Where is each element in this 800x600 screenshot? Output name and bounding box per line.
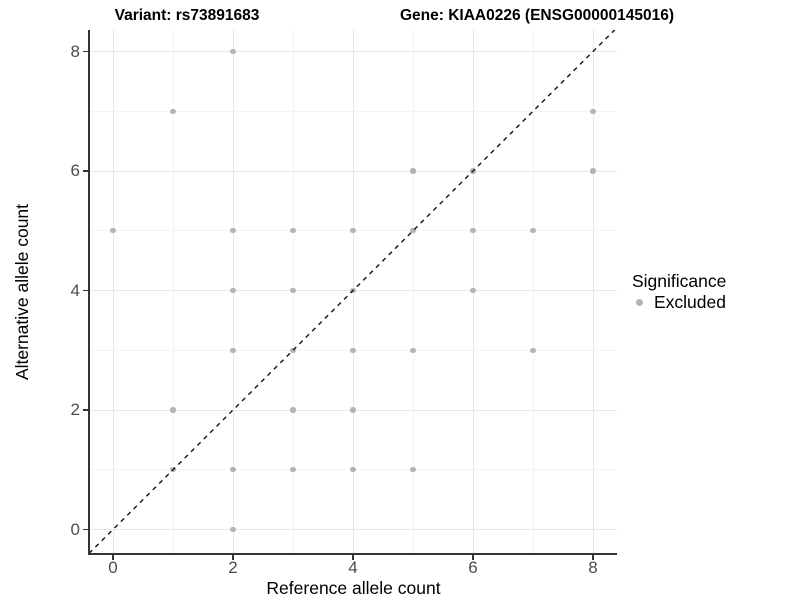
gridline-x-minor bbox=[172, 30, 174, 553]
y-tick-mark bbox=[83, 289, 88, 292]
y-tick-label: 4 bbox=[70, 280, 80, 300]
data-point bbox=[470, 287, 476, 294]
data-point bbox=[170, 407, 176, 413]
y-tick-mark bbox=[83, 528, 88, 531]
legend: Significance Excluded bbox=[628, 271, 726, 312]
y-tick-mark bbox=[83, 409, 88, 411]
data-point bbox=[170, 108, 176, 114]
data-point bbox=[350, 407, 356, 413]
x-tick-label: 6 bbox=[468, 558, 478, 577]
data-point bbox=[410, 168, 416, 174]
legend-key bbox=[628, 292, 654, 312]
gridline-x-minor bbox=[412, 30, 414, 553]
data-point bbox=[230, 467, 236, 473]
data-point bbox=[530, 228, 536, 234]
data-point bbox=[530, 347, 536, 353]
data-point bbox=[410, 467, 416, 473]
x-tick-label: 2 bbox=[228, 558, 238, 577]
gridline-x-major bbox=[112, 30, 114, 553]
gridline-y-minor bbox=[90, 110, 617, 112]
x-axis-line bbox=[88, 553, 617, 555]
gridline-y-major bbox=[90, 170, 617, 172]
x-tick-label: 8 bbox=[588, 558, 598, 577]
y-axis-line bbox=[88, 30, 90, 555]
data-point bbox=[230, 287, 236, 294]
y-tick-mark bbox=[83, 50, 88, 53]
data-point bbox=[290, 228, 296, 234]
legend-item-label: Excluded bbox=[654, 291, 726, 312]
data-point bbox=[350, 467, 356, 473]
gridline-y-major bbox=[90, 51, 617, 52]
data-point bbox=[290, 347, 296, 353]
x-axis-title: Reference allele count bbox=[266, 578, 441, 598]
data-point bbox=[410, 347, 416, 353]
data-point bbox=[230, 48, 236, 55]
data-point bbox=[290, 287, 296, 294]
y-tick-mark bbox=[83, 170, 88, 172]
y-axis-title: Alternative allele count bbox=[12, 203, 32, 381]
y-tick-label: 6 bbox=[70, 161, 80, 180]
data-point bbox=[590, 108, 596, 114]
data-point bbox=[590, 168, 596, 174]
identity-dashed-line bbox=[90, 30, 616, 553]
plot-panel bbox=[90, 30, 617, 553]
legend-title: Significance bbox=[632, 271, 727, 291]
x-tick-mark bbox=[352, 555, 354, 560]
x-tick-label: 4 bbox=[348, 558, 358, 577]
data-point bbox=[290, 407, 296, 413]
data-point bbox=[410, 228, 416, 234]
legend-key-dot-icon bbox=[636, 299, 643, 306]
y-tick-label: 2 bbox=[70, 400, 80, 419]
x-tick-mark bbox=[592, 555, 594, 560]
data-point bbox=[350, 347, 356, 353]
x-tick-mark bbox=[112, 555, 114, 560]
x-tick-mark bbox=[472, 555, 474, 560]
data-point bbox=[290, 467, 296, 473]
gridline-y-major bbox=[90, 529, 617, 530]
data-point bbox=[230, 526, 236, 533]
data-point bbox=[110, 228, 116, 234]
y-tick-label: 0 bbox=[70, 519, 80, 539]
gridline-x-minor bbox=[532, 30, 534, 553]
data-point bbox=[230, 347, 236, 353]
title-variant: Variant: rs73891683 bbox=[114, 7, 260, 24]
gridline-x-major bbox=[592, 30, 594, 553]
data-point bbox=[230, 228, 236, 234]
data-point bbox=[470, 228, 476, 234]
x-tick-mark bbox=[232, 555, 234, 560]
x-tick-label: 0 bbox=[108, 558, 118, 577]
data-point bbox=[350, 228, 356, 234]
legend-item-excluded: Excluded bbox=[628, 292, 726, 312]
y-tick-label: 8 bbox=[70, 41, 80, 61]
title-gene: Gene: KIAA0226 (ENSG00000145016) bbox=[400, 7, 674, 24]
